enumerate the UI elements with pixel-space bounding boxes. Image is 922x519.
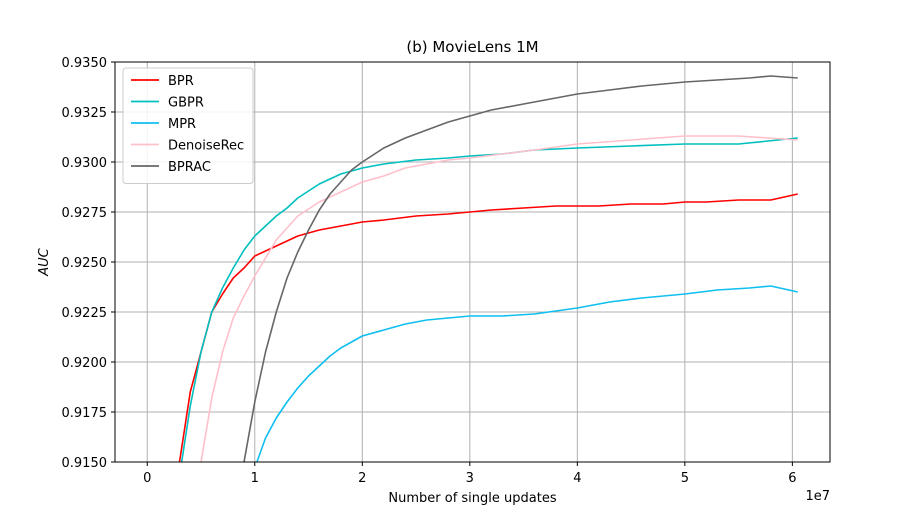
series-line-bprac (243, 75, 798, 462)
series-line-mpr (256, 285, 798, 462)
x-tick-label: 3 (466, 471, 474, 486)
legend-label-bprac: BPRAC (168, 160, 211, 175)
x-axis-label: Number of single updates (388, 491, 556, 506)
y-tick-label: 0.9200 (62, 356, 108, 371)
x-tick-label: 2 (358, 471, 366, 486)
y-tick-label: 0.9225 (62, 306, 108, 321)
y-tick-label: 0.9300 (62, 156, 108, 171)
y-tick-label: 0.9250 (62, 256, 108, 271)
x-tick-label: 6 (788, 471, 796, 486)
x-axis-offset-label: 1e7 (805, 489, 830, 504)
y-tick-label: 0.9325 (62, 106, 108, 121)
legend-label-mpr: MPR (168, 117, 196, 132)
x-tick-label: 5 (681, 471, 689, 486)
y-axis-label: AUC (37, 247, 52, 276)
chart-title: (b) MovieLens 1M (406, 38, 538, 56)
legend-box (122, 67, 254, 184)
legend-label-bpr: BPR (168, 74, 194, 89)
series-line-gbpr (180, 137, 798, 462)
series-line-denoiserec (200, 135, 798, 462)
x-tick-label: 1 (251, 471, 259, 486)
series-line-bpr (178, 193, 798, 462)
y-tick-label: 0.9175 (62, 406, 108, 421)
y-tick-label: 0.9275 (62, 206, 108, 221)
legend-label-denoiserec: DenoiseRec (168, 139, 244, 154)
y-tick-label: 0.9150 (62, 456, 108, 471)
y-tick-label: 0.9350 (62, 56, 108, 71)
x-tick-label: 4 (573, 471, 581, 486)
x-tick-label: 0 (143, 471, 151, 486)
legend-label-gbpr: GBPR (168, 96, 204, 111)
